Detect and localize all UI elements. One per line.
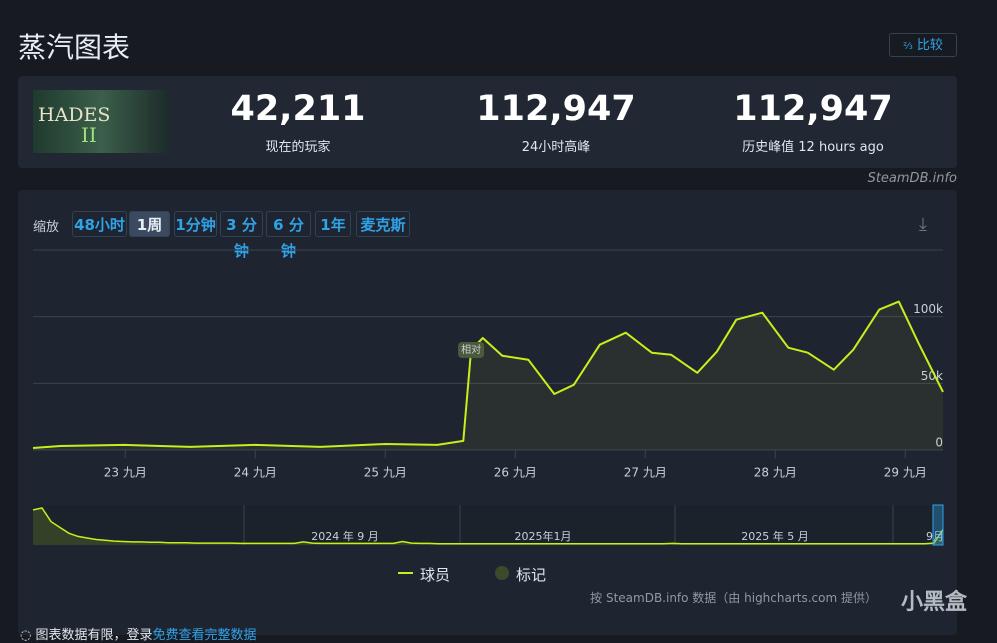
annotation-flag xyxy=(458,342,485,358)
x-tick-label: 24 九月 xyxy=(234,466,277,480)
legend-series[interactable]: 球员 xyxy=(420,566,451,584)
navigator-bg xyxy=(33,505,943,545)
navigator-label: 2024 年 9 月 xyxy=(311,529,378,543)
stats-panel xyxy=(18,76,957,168)
zoom-button[interactable]: 麦克斯 xyxy=(356,211,410,237)
x-tick-label: 23 九月 xyxy=(104,466,147,480)
game-numeral: II xyxy=(81,123,97,147)
x-tick-label: 26 九月 xyxy=(494,466,537,480)
stat-label: 历史峰值 12 hours ago xyxy=(742,140,884,155)
stat-value: 112,947 xyxy=(476,89,636,129)
navigator-label: 2025年1月 xyxy=(515,529,572,543)
watermark: 小黑盒 xyxy=(900,590,967,615)
x-tick-label: 28 九月 xyxy=(754,466,797,480)
game-image: HADES II xyxy=(33,90,170,153)
legend-markers[interactable]: 标记 xyxy=(516,566,547,584)
credits: 按 SteamDB.info 数据（由 highcharts.com 提供） xyxy=(590,591,877,605)
zoom-label: 缩放 xyxy=(33,220,60,235)
download-icon[interactable]: ⤓ xyxy=(919,214,927,235)
footer: ◌ 图表数据有限，登录免费查看完整数据 xyxy=(20,628,257,643)
footer-notice: 图表数据有限，登录 xyxy=(35,628,153,643)
chart-panel xyxy=(18,190,957,635)
navigator-line xyxy=(32,507,944,545)
stat-value: 112,947 xyxy=(733,89,893,129)
x-tick-label: 25 九月 xyxy=(364,466,407,480)
stat-value: 42,211 xyxy=(230,89,366,129)
zoom-button[interactable]: 1周 xyxy=(129,211,170,237)
zoom-button[interactable]: 3 分钟 xyxy=(220,211,263,260)
zoom-button[interactable]: 1分钟 xyxy=(174,211,217,237)
compare-button[interactable]: ⅔ 比较 xyxy=(889,33,957,57)
navigator-handle xyxy=(932,504,944,546)
y-tick-label: 0 xyxy=(935,436,943,450)
stat-label: 现在的玩家 xyxy=(265,140,331,155)
navigator-label: 2025 年 5 月 xyxy=(741,529,808,543)
zoom-button[interactable]: 48小时 xyxy=(72,211,127,237)
annotation: 相对 xyxy=(461,343,481,356)
compare-icon: ⅔ xyxy=(903,41,913,52)
zoom-button[interactable]: 1年 xyxy=(315,211,351,237)
legend-marker-symbol xyxy=(495,566,509,580)
x-tick-label: 29 九月 xyxy=(884,466,927,480)
series-area xyxy=(33,301,943,450)
series-line xyxy=(32,300,944,449)
stat-label: 24小时高峰 xyxy=(521,140,591,155)
source: SteamDB.info xyxy=(867,171,957,186)
zoom-button[interactable]: 6 分钟 xyxy=(266,211,311,260)
x-tick-label: 27 九月 xyxy=(624,466,667,480)
footer-link[interactable]: 免费查看完整数据 xyxy=(152,628,257,643)
y-tick-label: 100k xyxy=(913,302,943,316)
navigator-label: 9月 xyxy=(926,530,944,543)
game-logo: HADES xyxy=(38,104,111,126)
compare-label: 比较 xyxy=(916,38,943,53)
page-title: 蒸汽图表 xyxy=(18,31,131,64)
